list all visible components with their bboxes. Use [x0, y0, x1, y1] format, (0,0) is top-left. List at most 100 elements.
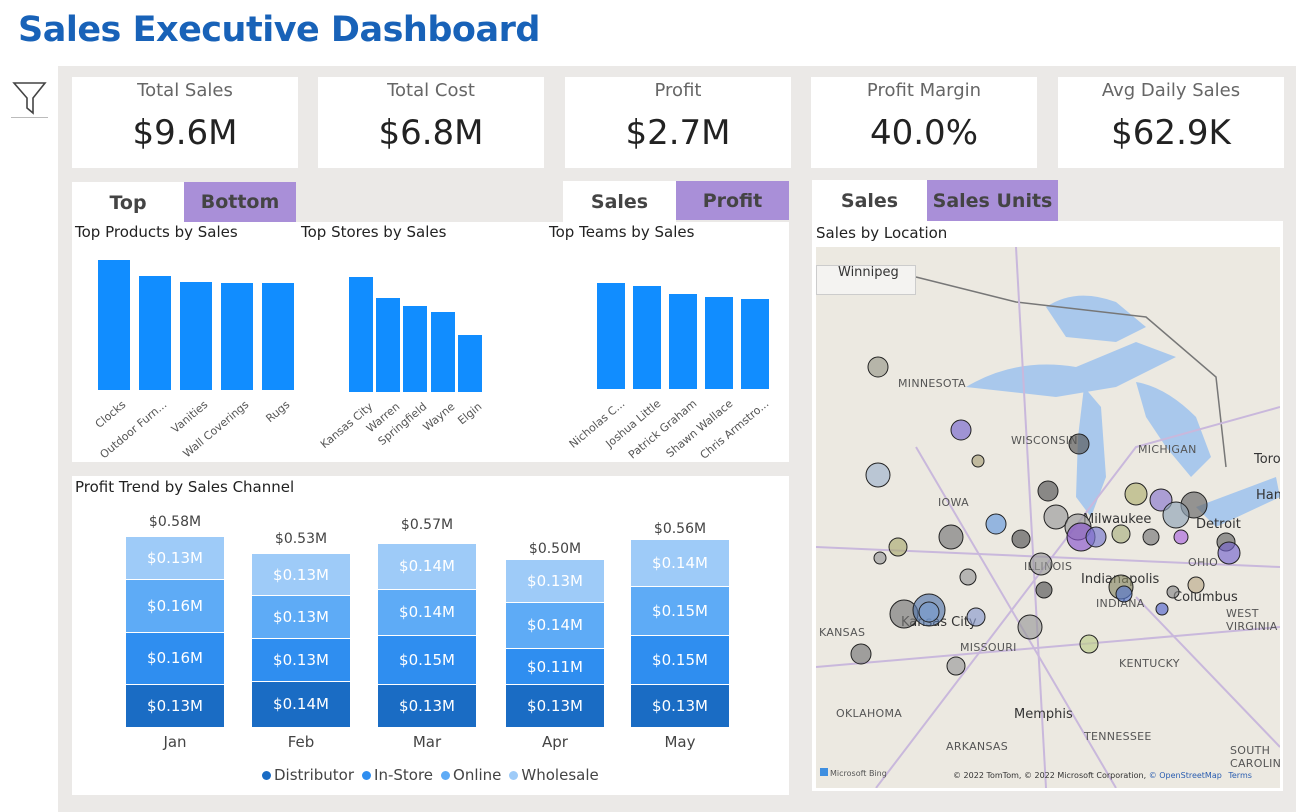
stack-segment-distributor[interactable]: $0.14M: [252, 680, 350, 727]
map-title: Sales by Location: [816, 224, 948, 242]
location-bubble[interactable]: [1155, 602, 1169, 616]
bar[interactable]: [597, 283, 625, 389]
location-bubble[interactable]: [950, 419, 972, 441]
sales-by-location-map[interactable]: Winnipeg MINNESOTA WISCONSIN MICHIGAN IOWA Mi…: [816, 247, 1280, 788]
stack-segment-online[interactable]: $0.14M: [506, 601, 604, 649]
location-bubble[interactable]: [867, 356, 889, 378]
terms-link[interactable]: Terms: [1228, 771, 1252, 780]
stack-segment-wholesale[interactable]: $0.14M: [378, 542, 476, 589]
legend-item[interactable]: In-Store: [362, 766, 433, 784]
openstreetmap-link[interactable]: © OpenStreetMap: [1148, 771, 1222, 780]
stack-segment-wholesale[interactable]: $0.13M: [126, 536, 224, 579]
stack-segment-distributor[interactable]: $0.13M: [631, 684, 729, 727]
location-bubble[interactable]: [1217, 541, 1241, 565]
location-bubble[interactable]: [1011, 529, 1031, 549]
map-label: Hamilt: [1256, 488, 1280, 503]
bar[interactable]: [349, 277, 373, 392]
map-label: ARKANSAS: [946, 740, 1009, 753]
location-bubble[interactable]: [1162, 501, 1190, 529]
tab-top[interactable]: Top: [72, 182, 184, 224]
bar[interactable]: [376, 297, 401, 392]
legend-item[interactable]: Wholesale: [509, 766, 599, 784]
location-bubble[interactable]: [1085, 526, 1107, 548]
tab-profit[interactable]: Profit: [676, 181, 789, 220]
map-label: IOWA: [938, 496, 969, 509]
location-bubble[interactable]: [985, 513, 1007, 535]
location-bubble[interactable]: [918, 601, 940, 623]
kpi-card: Profit $2.7M: [565, 77, 791, 168]
location-bubble[interactable]: [1037, 480, 1059, 502]
bar[interactable]: [403, 305, 428, 392]
stack-segment-wholesale[interactable]: $0.13M: [252, 552, 350, 596]
location-bubble[interactable]: [1173, 529, 1189, 545]
map-label: MISSOURI: [960, 641, 1017, 654]
location-bubble[interactable]: [1115, 585, 1133, 603]
stack-segment-wholesale[interactable]: $0.13M: [506, 559, 604, 602]
location-bubble[interactable]: [1166, 585, 1180, 599]
location-bubble[interactable]: [873, 551, 887, 565]
bar[interactable]: [705, 296, 733, 389]
stack-segment-online[interactable]: $0.14M: [378, 588, 476, 635]
page-title: Sales Executive Dashboard: [18, 10, 540, 50]
location-bubble[interactable]: [966, 607, 986, 627]
location-bubble[interactable]: [1029, 552, 1053, 576]
location-bubble[interactable]: [1079, 634, 1099, 654]
location-bubble[interactable]: [1017, 614, 1043, 640]
location-bubble[interactable]: [1124, 482, 1148, 506]
location-bubble[interactable]: [1035, 581, 1053, 599]
location-bubble[interactable]: [1111, 524, 1131, 544]
bar[interactable]: [669, 293, 697, 389]
stack-segment-in-store[interactable]: $0.11M: [506, 648, 604, 685]
bar[interactable]: [180, 282, 212, 390]
location-bubble[interactable]: [938, 524, 964, 550]
legend-marker: [509, 771, 519, 780]
location-bubble[interactable]: [850, 643, 872, 665]
stack-segment-in-store[interactable]: $0.16M: [126, 631, 224, 685]
bar[interactable]: [221, 283, 253, 390]
tab-map-sales-units[interactable]: Sales Units: [927, 180, 1058, 221]
location-bubble[interactable]: [1043, 504, 1069, 530]
tab-bottom[interactable]: Bottom: [184, 182, 296, 222]
bar[interactable]: [139, 275, 171, 390]
location-bubble[interactable]: [959, 568, 977, 586]
bar[interactable]: [457, 334, 482, 392]
stack-segment-distributor[interactable]: $0.13M: [378, 684, 476, 727]
legend-item[interactable]: Distributor: [262, 766, 354, 784]
bar[interactable]: [98, 260, 130, 390]
location-bubble[interactable]: [865, 462, 891, 488]
location-bubble[interactable]: [1068, 433, 1090, 455]
bar[interactable]: [741, 298, 769, 389]
map-label: Milwaukee: [1083, 512, 1152, 527]
map-label: OKLAHOMA: [836, 707, 903, 720]
stack-segment-distributor[interactable]: $0.13M: [506, 684, 604, 727]
legend-item[interactable]: Online: [441, 766, 501, 784]
filter-pane[interactable]: [0, 66, 58, 812]
stack-segment-online[interactable]: $0.13M: [252, 595, 350, 639]
kpi-label: Total Cost: [387, 80, 475, 101]
funnel-icon[interactable]: [12, 80, 48, 116]
location-bubble[interactable]: [1187, 576, 1205, 594]
kpi-card: Total Sales $9.6M: [72, 77, 298, 168]
stack-segment-distributor[interactable]: $0.13M: [126, 684, 224, 727]
location-bubble[interactable]: [1142, 528, 1160, 546]
map-label: SOUTH CAROLINA: [1230, 744, 1280, 770]
stack-segment-online[interactable]: $0.16M: [126, 578, 224, 632]
x-tick-label: Jan: [163, 733, 187, 751]
stack-segment-in-store[interactable]: $0.13M: [252, 638, 350, 681]
stack-segment-wholesale[interactable]: $0.14M: [631, 539, 729, 586]
bar[interactable]: [633, 286, 661, 389]
stack-segment-in-store[interactable]: $0.15M: [631, 634, 729, 685]
map-bubbles: [850, 356, 1241, 676]
bar[interactable]: [262, 283, 294, 390]
map-label: INDIANA: [1096, 597, 1145, 610]
tab-sales[interactable]: Sales: [563, 181, 676, 222]
location-bubble[interactable]: [946, 656, 966, 676]
location-bubble[interactable]: [971, 454, 985, 468]
stack-segment-online[interactable]: $0.15M: [631, 585, 729, 635]
tab-map-sales[interactable]: Sales: [812, 180, 927, 222]
bar[interactable]: [430, 311, 455, 392]
stack-segment-in-store[interactable]: $0.15M: [378, 634, 476, 685]
map-label: Detroit: [1196, 517, 1241, 532]
legend-label: Online: [453, 766, 502, 784]
location-bubble[interactable]: [888, 537, 908, 557]
